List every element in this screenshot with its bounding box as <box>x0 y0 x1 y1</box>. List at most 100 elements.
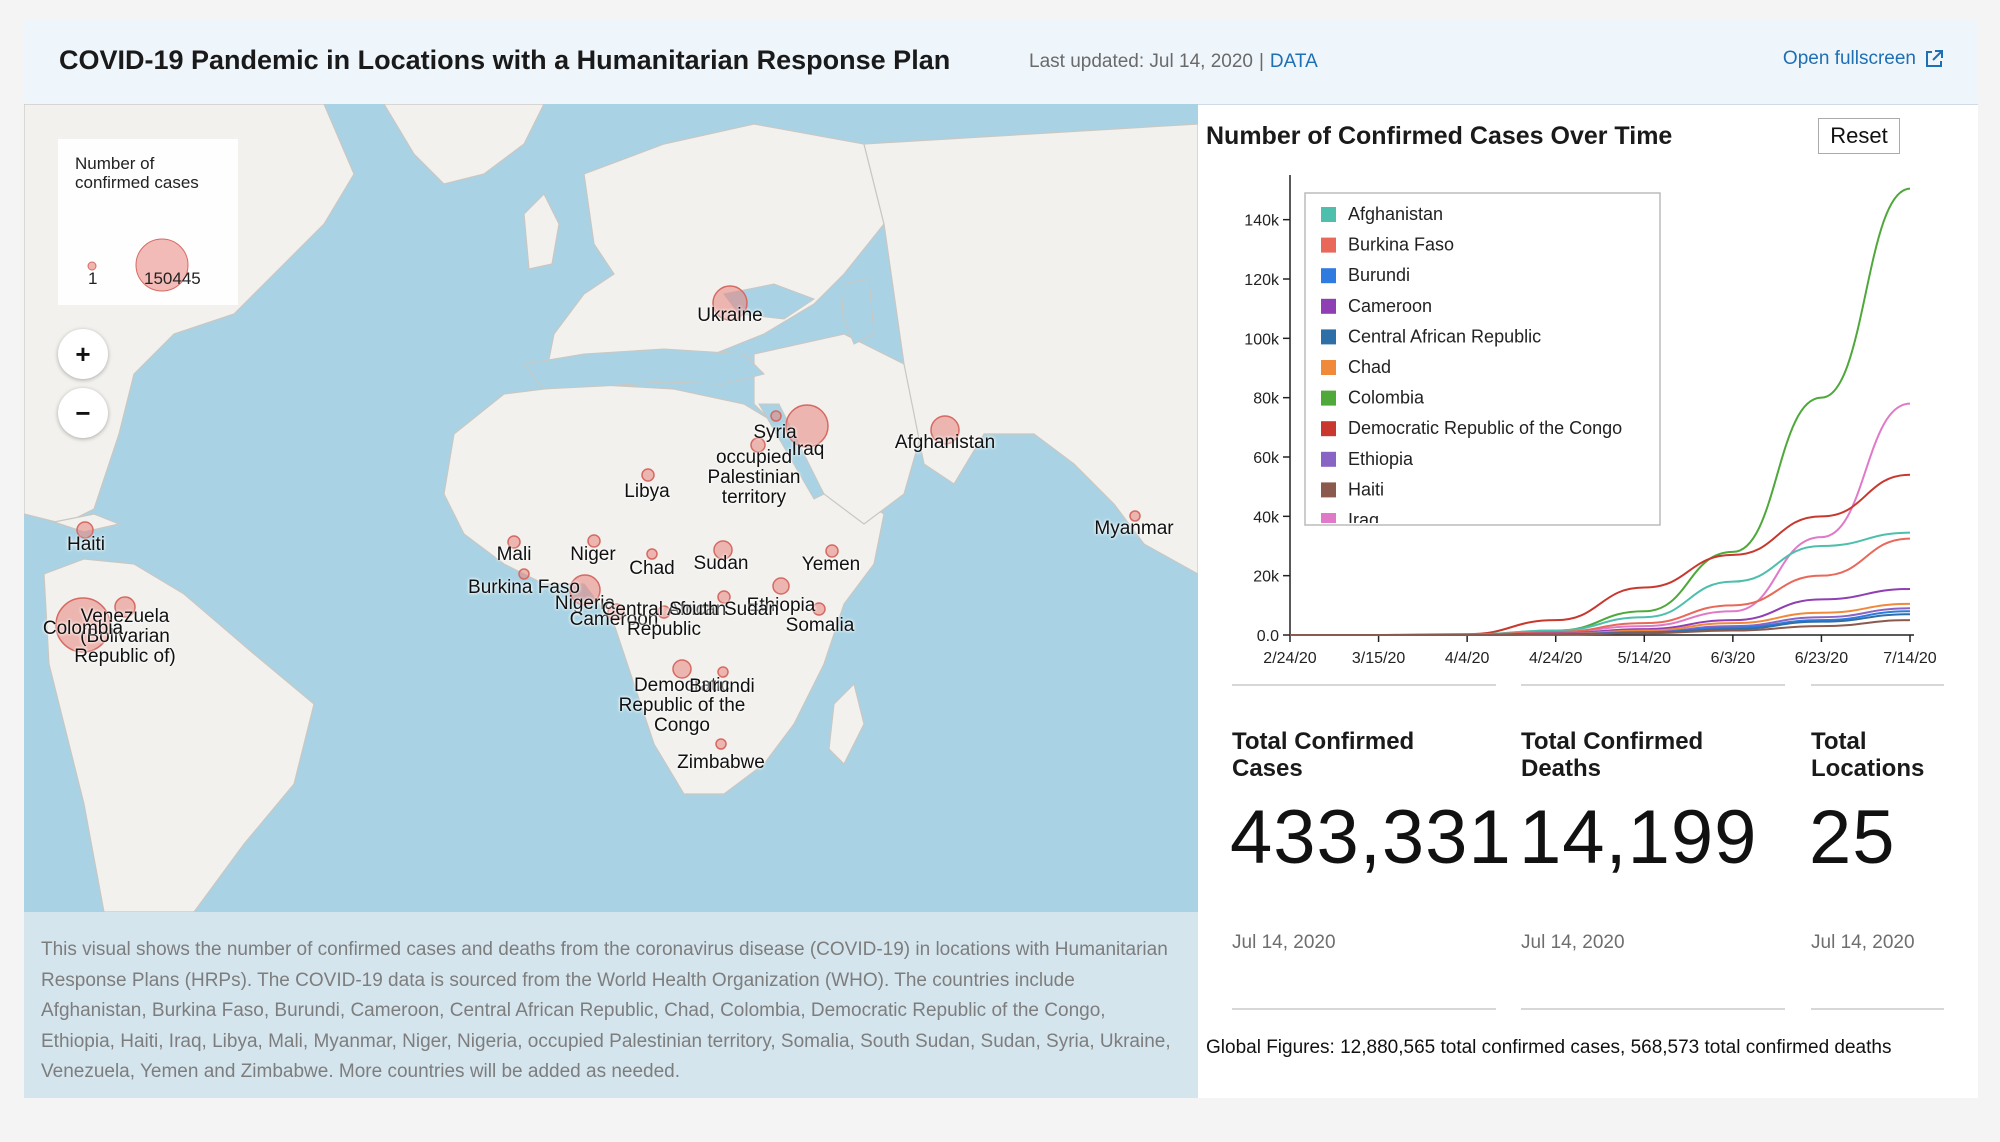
map-label-zimbabwe: Zimbabwe <box>677 752 765 773</box>
bubble-afghanistan[interactable] <box>930 415 960 445</box>
x-tick-label: 4/24/20 <box>1529 650 1582 667</box>
map-label-ukraine: Ukraine <box>697 305 763 326</box>
bubble-ethiopia[interactable] <box>772 577 790 595</box>
bubble-mali[interactable] <box>507 535 521 549</box>
separator: | <box>1258 51 1264 72</box>
world-map[interactable]: Ukraine Syria Iraq occupied Palestinian … <box>24 104 1198 912</box>
legend-circles <box>87 238 189 292</box>
legend-swatch[interactable] <box>1321 268 1336 284</box>
x-tick-label: 2/24/20 <box>1263 650 1316 667</box>
description-panel: This visual shows the number of confirme… <box>24 912 1198 1098</box>
legend-entry[interactable]: Chad <box>1348 357 1391 377</box>
legend-entry[interactable]: Democratic Republic of the Congo <box>1348 418 1622 438</box>
last-updated: Last updated: Jul 14, 2020 | DATA <box>1029 51 1318 73</box>
legend-swatch[interactable] <box>1321 237 1336 253</box>
y-tick-label: 140k <box>1244 213 1280 230</box>
legend-swatch[interactable] <box>1321 207 1336 222</box>
legend-entry[interactable]: Cameroon <box>1348 296 1432 316</box>
bubble-venezuela[interactable] <box>114 596 136 618</box>
map-label-somalia: Somalia <box>785 615 855 636</box>
last-updated-text: Last updated: Jul 14, 2020 <box>1029 51 1253 72</box>
legend-entry[interactable]: Afghanistan <box>1348 204 1443 224</box>
map-label-car: Central African Republic <box>601 599 727 640</box>
stat-date: Jul 14, 2020 <box>1521 932 1625 953</box>
map-label-iraq: Iraq <box>791 439 825 460</box>
bubble-palestine[interactable] <box>750 437 766 453</box>
bubble-legend: Number of confirmed cases 1 150445 <box>58 139 238 305</box>
legend-swatch[interactable] <box>1321 451 1336 467</box>
legend-swatch[interactable] <box>1321 298 1336 314</box>
stat-date: Jul 14, 2020 <box>1811 932 1915 953</box>
bubble-cameroon[interactable] <box>607 603 625 621</box>
bubble-drc[interactable] <box>672 659 692 679</box>
stat-value: 433,331 <box>1230 795 1512 880</box>
bubble-car[interactable] <box>657 605 671 619</box>
water-red-sea <box>758 403 825 500</box>
x-tick-label: 4/4/20 <box>1445 650 1490 667</box>
bubble-burundi[interactable] <box>717 666 729 678</box>
legend-swatch[interactable] <box>1321 329 1336 345</box>
bubble-iraq[interactable] <box>785 404 829 448</box>
stat-label: Total Confirmed Deaths <box>1521 728 1704 782</box>
data-link[interactable]: DATA <box>1269 51 1318 72</box>
x-tick-label: 6/3/20 <box>1711 650 1756 667</box>
x-tick-label: 6/23/20 <box>1795 650 1848 667</box>
bubble-yemen[interactable] <box>825 544 839 558</box>
legend-min-value: 1 <box>88 269 98 288</box>
legend-swatch[interactable] <box>1321 513 1336 528</box>
map-label-drc: Democratic Republic of the Congo <box>618 675 746 736</box>
map-label-sudan: Sudan <box>693 553 749 574</box>
map-label-venezuela: Venezuela (Bolivarian Republic of) <box>74 606 176 667</box>
bubble-burkina[interactable] <box>518 568 530 580</box>
water-mediterranean <box>523 348 765 390</box>
map-label-nigeria: Nigeria <box>554 593 616 614</box>
map-label-niger: Niger <box>570 544 616 565</box>
bubble-south-sudan[interactable] <box>717 590 731 604</box>
map-label-palestine: occupied Palestinian territory <box>707 447 801 508</box>
bubble-ukraine[interactable] <box>712 285 748 321</box>
map-label-burkina: Burkina Faso <box>468 577 580 598</box>
legend-entry[interactable]: Ethiopia <box>1348 449 1414 469</box>
y-tick-label: 40k <box>1253 509 1280 526</box>
bubble-libya[interactable] <box>641 468 655 482</box>
bubble-myanmar[interactable] <box>1129 510 1141 522</box>
map-label-yemen: Yemen <box>801 554 861 575</box>
open-fullscreen-link[interactable]: Open fullscreen <box>1783 48 1944 70</box>
legend-swatch[interactable] <box>1321 360 1336 375</box>
land-uk <box>523 192 560 270</box>
bubble-niger[interactable] <box>587 534 601 548</box>
bubble-chad[interactable] <box>646 548 658 560</box>
bubble-zimbabwe[interactable] <box>715 738 727 750</box>
description-text: This visual shows the number of confirme… <box>41 939 1171 1082</box>
bubble-haiti[interactable] <box>76 521 94 539</box>
reset-button[interactable]: Reset <box>1818 118 1900 154</box>
bubble-colombia[interactable] <box>55 597 111 653</box>
legend-swatch[interactable] <box>1321 390 1336 406</box>
legend-entry[interactable]: Central African Republic <box>1348 326 1541 346</box>
map-label-cameroon: Cameroon <box>569 609 659 630</box>
legend-title: Number of confirmed cases <box>75 154 199 192</box>
legend-swatch[interactable] <box>1321 482 1336 498</box>
zoom-in-button[interactable]: + <box>58 329 108 379</box>
legend-entry[interactable]: Burkina Faso <box>1348 235 1454 255</box>
land-madagascar <box>828 682 865 766</box>
legend-entry[interactable]: Haiti <box>1348 479 1384 499</box>
bubble-nigeria[interactable] <box>569 574 601 606</box>
x-tick-label: 3/15/20 <box>1352 650 1405 667</box>
map-label-ethiopia: Ethiopia <box>746 595 816 616</box>
x-tick-label: 7/14/20 <box>1883 650 1936 667</box>
legend-entry[interactable]: Burundi <box>1348 265 1410 285</box>
zoom-out-button[interactable]: − <box>58 388 108 438</box>
cases-line-chart[interactable]: 0.0 20k 40k 60k 80k 100k 120k 140k 2/24/20 3/15/2… <box>1205 165 1945 675</box>
bubble-syria[interactable] <box>770 410 782 422</box>
chart-title: Number of Confirmed Cases Over Time <box>1206 122 1673 150</box>
legend-entry[interactable]: Colombia <box>1348 388 1425 408</box>
legend-entry[interactable]: Iraq <box>1348 510 1379 530</box>
stat-value: 25 <box>1809 795 1896 880</box>
bubble-somalia[interactable] <box>812 602 826 616</box>
stat-label: Total Locations <box>1811 728 1925 782</box>
bubble-sudan[interactable] <box>713 540 733 560</box>
legend-swatch[interactable] <box>1321 421 1336 437</box>
legend-min-circle <box>87 261 97 271</box>
map-label-myanmar: Myanmar <box>1094 518 1174 539</box>
